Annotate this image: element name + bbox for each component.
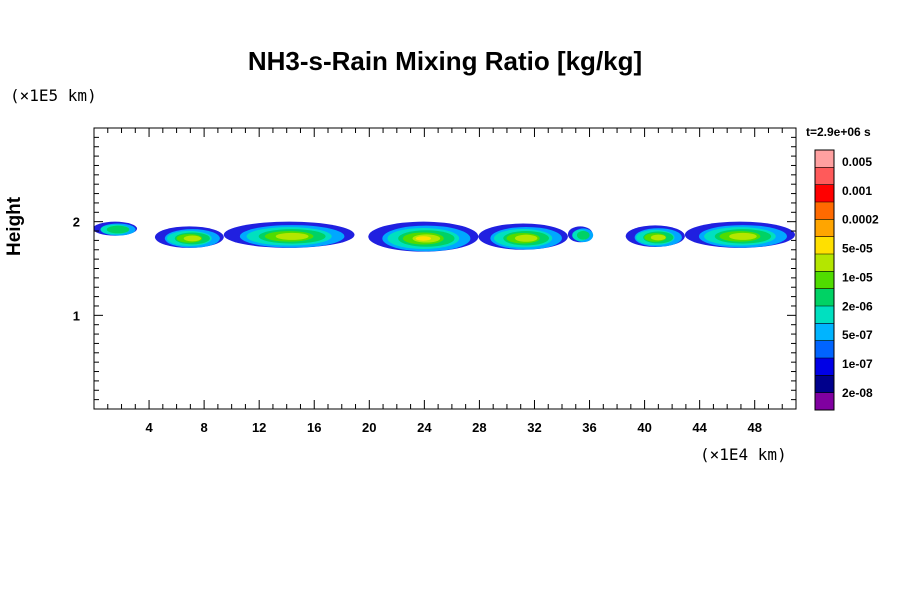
colorbar-swatch [815,184,834,203]
colorbar-swatch [815,202,834,220]
x-tick-label: 24 [417,420,432,435]
colorbar-label: 0.001 [842,184,872,198]
x-tick-label: 40 [637,420,651,435]
colorbar-swatch [815,219,834,237]
colorbar-swatch [815,392,834,411]
x-tick-label: 28 [472,420,486,435]
cloud-contour [415,236,432,241]
colorbar-swatch [815,306,834,324]
colorbar-swatch [815,150,834,168]
colorbar-label: 5e-07 [842,328,873,342]
y-tick-label: 1 [73,308,80,323]
cloud-segment [94,221,138,236]
time-label: t=2.9e+06 s [806,125,871,139]
colorbar-frame [814,149,835,411]
cloud-segment [223,221,355,248]
cloud-segment [625,225,685,247]
cloud-contour [106,225,130,234]
colorbar-swatch [815,167,834,185]
plot-frame [93,127,797,410]
x-tick-label: 44 [692,420,707,435]
x-tick-label: 32 [527,420,541,435]
colorbar-swatch [815,323,834,341]
cloud-contour [576,230,590,240]
cloud-segment [368,221,479,252]
x-tick-label: 8 [201,420,208,435]
cloud-contour [183,235,201,242]
colorbar-label: 2e-06 [842,299,873,313]
y-axis-unit: (×1E5 km) [10,86,97,105]
x-tick-label: 4 [145,420,153,435]
colorbar-swatch [815,288,834,307]
cloud-contour [729,232,757,240]
chart-title: NH3-s-Rain Mixing Ratio [kg/kg] [247,46,643,76]
colorbar-swatch [815,271,834,289]
cloud-contour [514,234,538,242]
colorbar-label: 0.0002 [842,213,879,227]
cloud-segment [478,223,568,250]
colorbar: 0.005 0.001 0.0002 5e-05 1e-05 2e-06 5e-07 1e-0… [814,149,879,411]
colorbar-label: 5e-05 [842,242,873,256]
x-tick-label: 36 [582,420,596,435]
x-tick-label: 16 [307,420,321,435]
colorbar-swatch [815,358,834,376]
cloud-contour [650,234,666,241]
y-tick-label: 2 [73,215,80,230]
colorbar-swatch [815,254,834,272]
x-tick-label: 12 [252,420,266,435]
colorbar-swatch [815,375,834,393]
cloud-segment [154,226,224,248]
x-tick-label: 20 [362,420,376,435]
cloud-contour [275,232,309,240]
cloud-field [94,221,795,252]
x-axis-unit: (×1E4 km) [700,445,787,464]
x-tick-label: 48 [747,420,761,435]
colorbar-label: 2e-08 [842,386,873,400]
cloud-segment [684,221,795,248]
colorbar-label: 0.005 [842,155,872,169]
cloud-segment [567,226,594,243]
colorbar-label: 1e-05 [842,270,873,284]
colorbar-label: 1e-07 [842,357,873,371]
colorbar-swatch [815,236,834,255]
colorbar-swatch [815,340,834,359]
